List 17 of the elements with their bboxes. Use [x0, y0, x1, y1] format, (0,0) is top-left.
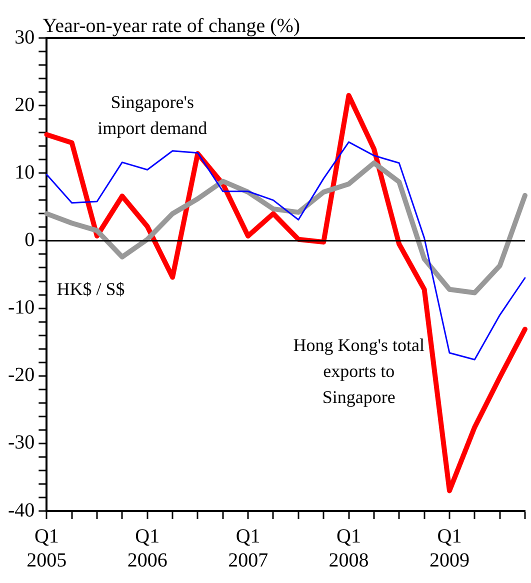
annotation: Hong Kong's total exports to Singapore [293, 335, 424, 408]
y-tick-label: 10 [14, 161, 35, 184]
x-tick-label: Q1 2009 [429, 525, 470, 572]
x-tick-label: Q1 2007 [228, 525, 268, 572]
x-tick-label: Q1 2008 [328, 525, 369, 572]
x-tick-label: Q1 2006 [127, 525, 168, 572]
y-tick-label: 30 [14, 26, 35, 48]
annotation: HK$ / S$ [56, 278, 125, 299]
y-tick-label: -10 [8, 296, 35, 319]
y-tick-label: 20 [14, 94, 35, 116]
x-tick-label: Q1 2005 [26, 525, 67, 572]
y-tick-label: 0 [24, 228, 35, 251]
y-tick-label: -40 [8, 499, 35, 522]
y-axis-title: Year-on-year rate of change (%) [42, 15, 300, 37]
annotation: Singapore's import demand [98, 92, 208, 138]
y-tick-label: -20 [8, 364, 35, 386]
y-tick-label: -30 [8, 432, 35, 454]
